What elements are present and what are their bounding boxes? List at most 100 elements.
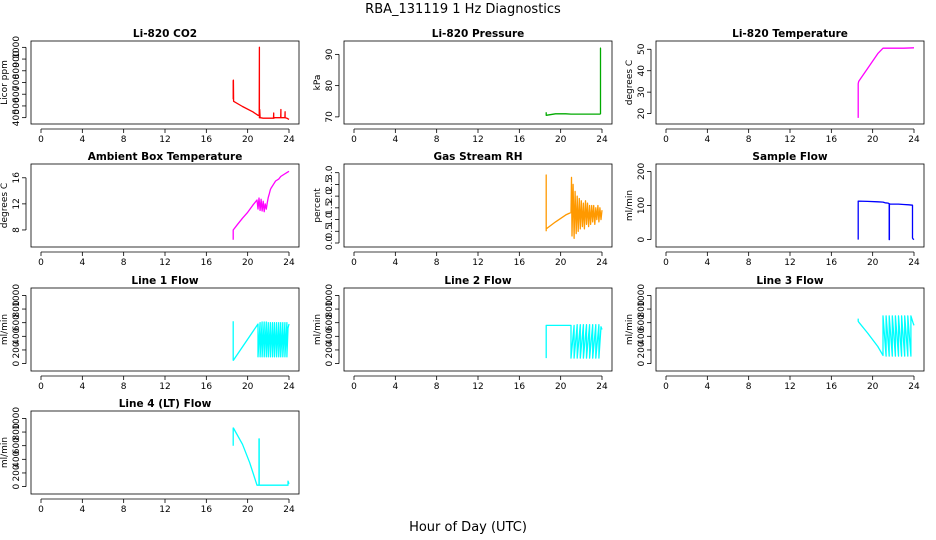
plot-box [343, 163, 613, 248]
y-tick-label: 200 [637, 163, 647, 180]
y-tick-label: 0 [325, 360, 335, 366]
y-tick-label: 0.5 [325, 224, 335, 238]
x-tick-label: 16 [514, 135, 526, 145]
y-tick-label: 800 [325, 300, 335, 317]
x-tick-label: 4 [79, 135, 85, 145]
figure-title: RBA_131119 1 Hz Diagnostics [365, 2, 561, 17]
x-tick-label: 24 [283, 135, 295, 145]
y-tick-label: 600 [12, 314, 22, 331]
x-tick-label: 16 [826, 382, 838, 392]
y-tick-label: 90 [325, 48, 335, 60]
panel-line-2-flow: Line 2 Flow 0 4 8 12 16 20 24 0 2004006008001000m… [313, 275, 613, 392]
x-tick-label: 16 [201, 258, 213, 268]
x-tick-label: 0 [663, 382, 669, 392]
y-tick-label: 80 [325, 80, 335, 92]
y-tick-label: 800 [12, 62, 22, 79]
y-axis-label: Licor ppm [0, 60, 10, 105]
x-tick-label: 0 [38, 505, 44, 515]
x-tick-label: 20 [242, 382, 254, 392]
x-tick-label: 4 [79, 258, 85, 268]
x-tick-label: 24 [596, 135, 608, 145]
series-line-pressure [545, 47, 602, 116]
x-tick-label: 12 [472, 258, 483, 268]
panel-title: Li-820 Temperature [732, 28, 848, 40]
panel-gas-stream-rh: Gas Stream RH 0 4 8 12 16 20 24 0.00.51.01.52.02… [313, 151, 613, 268]
x-tick-label: 24 [283, 505, 295, 515]
panel-title: Li-820 Pressure [432, 28, 525, 40]
x-tick-label: 12 [472, 135, 483, 145]
x-tick-label: 20 [867, 382, 879, 392]
plot-box [343, 40, 613, 125]
series-line-line-3 [857, 315, 915, 357]
y-axis-label: ml/min [625, 314, 635, 345]
x-tick-label: 8 [121, 505, 127, 515]
x-tick-label: 24 [908, 382, 920, 392]
y-axis-label: degrees C [0, 183, 10, 228]
y-tick-label: 1000 [12, 407, 22, 430]
x-tick-label: 4 [704, 382, 710, 392]
x-tick-label: 16 [514, 382, 526, 392]
series-line-line-4 [232, 427, 290, 486]
plot-box [343, 287, 613, 372]
x-tick-label: 12 [159, 382, 170, 392]
x-tick-label: 8 [121, 258, 127, 268]
y-tick-label: 200 [12, 464, 22, 481]
y-tick-label: 600 [12, 85, 22, 102]
y-tick-label: 50 [637, 43, 647, 55]
y-tick-label: 800 [12, 300, 22, 317]
x-tick-label: 20 [555, 135, 567, 145]
panel-li-820-pressure: Li-820 Pressure 0 4 8 12 16 20 24 70 80 90 kPa [313, 28, 613, 145]
y-tick-label: 0 [637, 360, 647, 366]
x-tick-label: 8 [121, 382, 127, 392]
panel-line-3-flow: Line 3 Flow 0 4 8 12 16 20 24 0 2004006008001000m… [625, 275, 925, 392]
x-tick-label: 12 [784, 135, 795, 145]
y-tick-label: 400 [637, 327, 647, 344]
y-tick-label: 16 [12, 172, 22, 184]
x-tick-label: 16 [514, 258, 526, 268]
x-tick-label: 20 [555, 258, 567, 268]
x-tick-label: 20 [242, 505, 254, 515]
x-tick-label: 16 [201, 505, 213, 515]
y-tick-label: 3.0 [325, 165, 335, 180]
x-tick-label: 8 [434, 258, 440, 268]
panel-title: Gas Stream RH [433, 151, 522, 163]
x-tick-label: 8 [746, 135, 752, 145]
y-tick-label: 1000 [325, 284, 335, 307]
x-tick-label: 24 [596, 258, 608, 268]
y-tick-label: 200 [637, 341, 647, 358]
panel-title: Sample Flow [752, 151, 827, 163]
x-tick-label: 4 [79, 505, 85, 515]
figure-xlabel: Hour of Day (UTC) [409, 520, 527, 535]
x-tick-label: 12 [159, 258, 170, 268]
x-tick-label: 4 [392, 258, 398, 268]
panel-line-4-lt-flow: Line 4 (LT) Flow 0 4 8 12 16 20 24 0 200400600800… [0, 398, 300, 515]
x-tick-label: 0 [351, 382, 357, 392]
x-tick-label: 8 [746, 258, 752, 268]
x-tick-label: 20 [242, 258, 254, 268]
x-tick-label: 0 [351, 135, 357, 145]
x-tick-label: 0 [38, 382, 44, 392]
y-tick-label: 400 [12, 327, 22, 344]
x-tick-label: 16 [201, 382, 213, 392]
y-tick-label: 1000 [637, 284, 647, 307]
x-tick-label: 20 [242, 135, 254, 145]
y-tick-label: 600 [637, 314, 647, 331]
x-tick-label: 4 [704, 258, 710, 268]
y-tick-label: 1.0 [325, 212, 335, 227]
y-tick-label: 400 [12, 109, 22, 126]
x-tick-label: 24 [596, 382, 608, 392]
x-tick-label: 0 [351, 258, 357, 268]
y-tick-label: 30 [637, 86, 647, 98]
y-tick-label: 0 [12, 483, 22, 489]
y-tick-label: 70 [325, 111, 335, 123]
y-tick-label: 500 [12, 97, 22, 114]
x-tick-label: 4 [392, 135, 398, 145]
y-tick-label: 800 [12, 423, 22, 440]
x-tick-label: 8 [121, 135, 127, 145]
y-tick-label: 0 [637, 236, 647, 242]
panel-title: Ambient Box Temperature [88, 151, 243, 163]
panel-title: Line 1 Flow [131, 275, 198, 287]
